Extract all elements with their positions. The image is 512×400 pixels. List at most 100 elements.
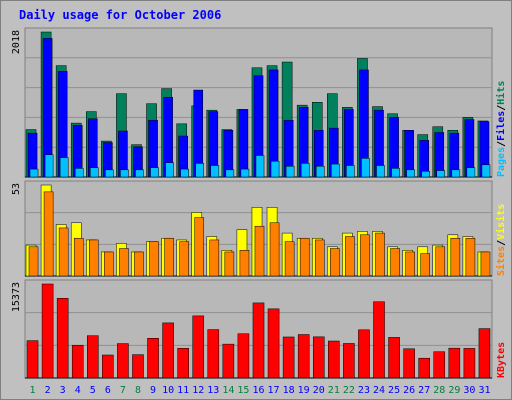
panel-hits-max-label: 2018 [11,30,22,54]
day-label-14: 14 [222,385,234,396]
legend-files: Files [495,111,507,141]
day-label-21: 21 [328,385,340,396]
day-label-31: 31 [478,385,490,396]
bar-pages-day-28 [436,170,446,178]
bar-sites-day-9 [149,241,159,277]
bar-pages-day-21 [331,163,340,178]
day-label-9: 9 [150,385,156,396]
legend-separator: / [496,141,507,147]
bar-kbytes-day-12 [192,315,205,379]
legend-separator: / [496,105,507,111]
day-label-13: 13 [207,385,219,396]
legend-hits: Hits [495,81,507,105]
labels: 2018Pages/Files/Hits53Sites/Visits15373K… [11,30,507,396]
bar-sites-day-6 [104,251,114,277]
bar-kbytes-day-3 [56,298,69,379]
bar-pages-day-29 [451,169,461,178]
bars [25,31,491,379]
bar-sites-day-5 [89,239,99,277]
bar-pages-day-16 [255,155,265,178]
bar-pages-day-27 [421,171,430,178]
bar-pages-day-6 [105,169,114,178]
day-label-27: 27 [418,385,430,396]
bar-kbytes-day-27 [418,357,430,379]
bar-pages-day-15 [240,168,250,178]
bar-kbytes-day-5 [87,335,99,379]
bar-sites-day-17 [269,222,280,277]
panel-visits-max-label: 53 [11,183,22,195]
bar-pages-day-8 [135,169,144,178]
bar-pages-day-1 [29,168,39,178]
bar-pages-day-9 [150,167,159,178]
day-label-19: 19 [298,385,310,396]
bar-sites-day-4 [73,237,84,277]
day-label-25: 25 [388,385,400,396]
day-label-30: 30 [463,385,475,396]
bar-kbytes-day-15 [237,333,250,379]
panel-hits-legend: Pages/Files/Hits [495,81,507,177]
bar-pages-day-3 [59,157,69,178]
bar-sites-day-27 [420,253,430,277]
day-label-5: 5 [90,385,96,396]
bar-pages-day-18 [285,165,295,178]
day-label-26: 26 [403,385,415,396]
bar-pages-day-7 [120,169,129,178]
bar-pages-day-5 [90,167,99,178]
legend-separator: / [496,240,507,246]
bar-sites-day-12 [194,217,205,277]
bar-sites-day-14 [224,251,235,277]
bar-files-day-15 [238,109,249,178]
bar-pages-day-25 [391,168,400,178]
bar-sites-day-24 [375,232,385,277]
bar-sites-day-29 [450,237,461,277]
bar-kbytes-day-24 [373,301,385,379]
bar-sites-day-13 [209,239,220,277]
bar-kbytes-day-23 [358,329,370,379]
bar-sites-day-21 [330,248,340,277]
bar-kbytes-day-7 [117,343,129,379]
bar-pages-day-20 [315,165,325,178]
bar-sites-day-19 [299,237,310,277]
bar-kbytes-day-1 [26,340,39,379]
bar-pages-day-14 [225,169,235,178]
panel-kbytes-max-label: 15373 [11,282,22,312]
bar-pages-day-11 [180,168,189,178]
bar-sites-day-28 [435,246,446,277]
bar-sites-day-25 [390,248,400,277]
bar-pages-day-19 [300,163,310,178]
bar-files-day-17 [268,69,279,178]
bar-kbytes-day-10 [162,322,174,379]
day-label-8: 8 [135,385,141,396]
day-label-12: 12 [192,385,204,396]
bar-kbytes-day-17 [267,308,280,379]
bar-sites-day-1 [28,246,39,277]
bar-sites-day-3 [58,227,69,277]
bar-pages-day-17 [270,160,280,178]
bar-pages-day-26 [406,169,415,178]
bar-kbytes-day-29 [448,347,461,379]
day-label-7: 7 [120,385,126,396]
bar-pages-day-22 [346,165,355,178]
bar-sites-day-18 [284,241,295,277]
bar-pages-day-13 [210,165,220,178]
day-label-20: 20 [313,385,325,396]
bar-pages-day-4 [74,168,84,178]
legend-visits: Visits [495,204,507,240]
bar-pages-day-12 [195,163,205,178]
bar-pages-day-2 [44,154,54,178]
bar-pages-day-23 [361,158,370,178]
bar-pages-day-24 [376,165,385,178]
legend-pages: Pages [496,147,507,177]
day-label-29: 29 [448,385,460,396]
bar-kbytes-day-11 [177,348,189,379]
bar-files-day-25 [389,117,399,178]
bar-kbytes-day-16 [252,302,265,379]
bar-sites-day-11 [179,241,189,277]
bar-pages-day-10 [165,162,174,178]
bar-kbytes-day-31 [478,328,491,379]
day-label-15: 15 [237,385,249,396]
day-label-11: 11 [177,385,189,396]
bar-kbytes-day-9 [147,338,159,379]
bar-kbytes-day-30 [463,348,476,379]
